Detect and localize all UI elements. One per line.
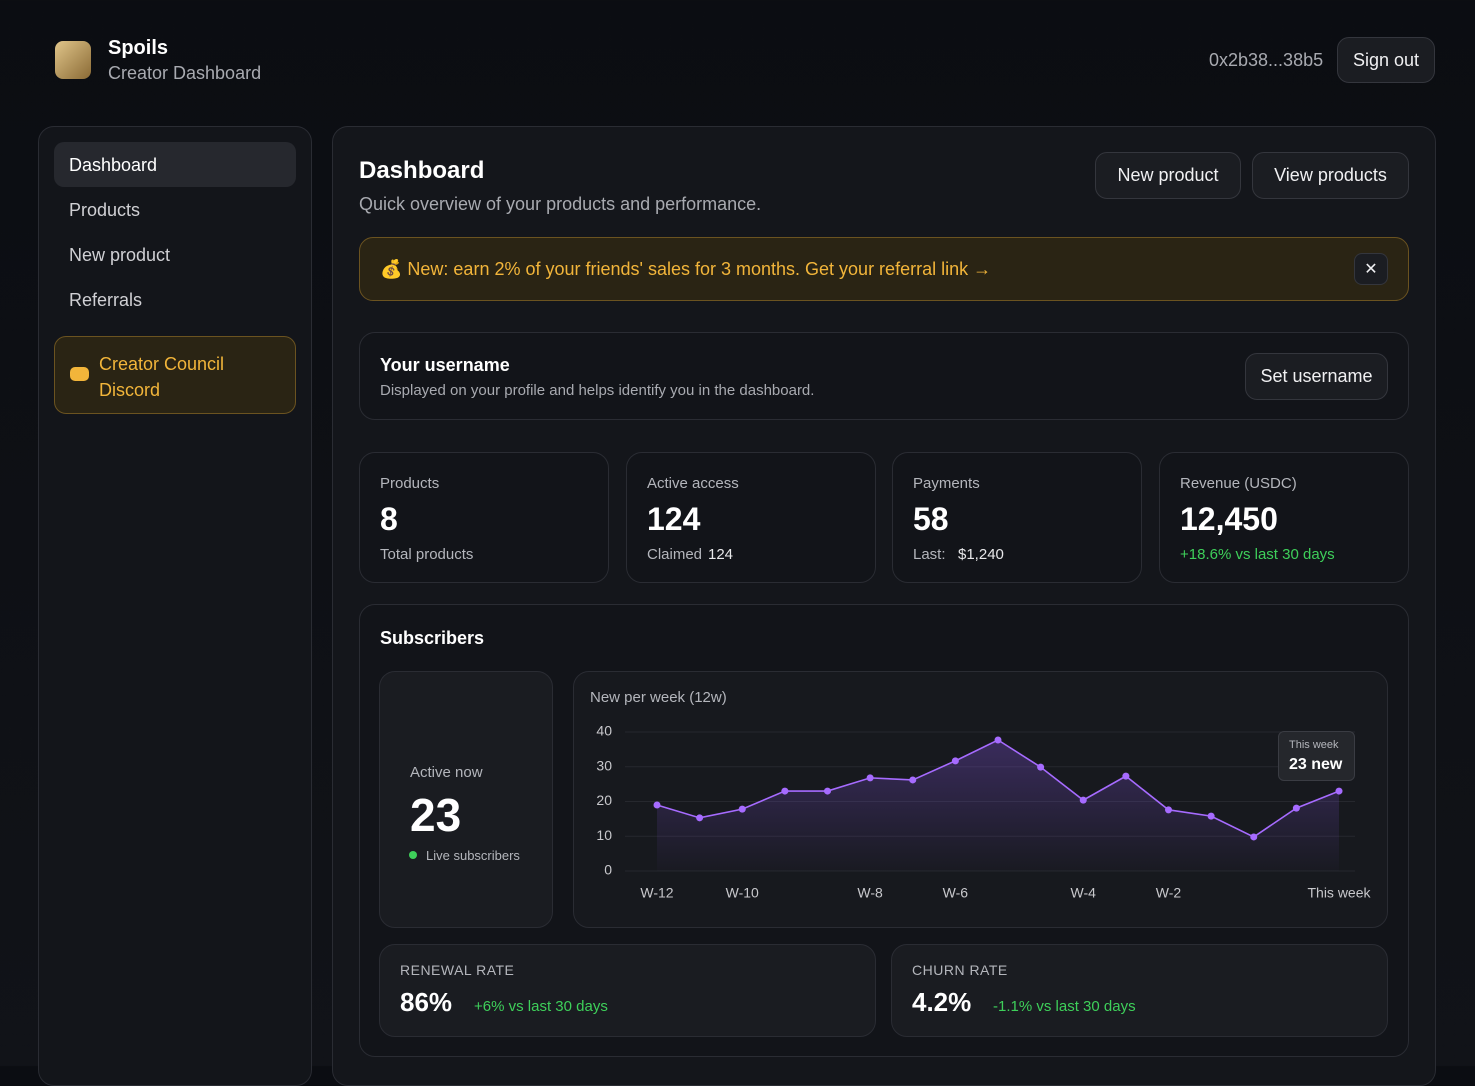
main-title: Dashboard — [359, 157, 485, 184]
nav-item[interactable]: Referrals — [69, 290, 143, 310]
x-tick-label: W-4 — [1071, 885, 1097, 901]
nav-active-bg — [54, 142, 296, 187]
point — [909, 776, 917, 784]
stat-note: +18.6% vs last 30 days — [1180, 546, 1335, 563]
chart: 0 10 20 30 40 W-12 W-10 W-8 W-6 W-4 W-2 This week — [596, 723, 1371, 901]
nav-item[interactable]: Dashboard — [69, 155, 158, 175]
stat-note: Total products — [380, 546, 474, 563]
brand-subtitle: Creator Dashboard — [108, 63, 262, 83]
stat-card — [1159, 452, 1409, 583]
tooltip-value: 23 new — [1289, 756, 1343, 773]
churn-label: CHURN RATE — [912, 962, 1008, 978]
stat-card — [626, 452, 876, 583]
username-title: Your username — [380, 355, 510, 375]
churn-card — [891, 944, 1388, 1037]
renewal-card — [379, 944, 876, 1037]
logo — [55, 41, 91, 79]
stat-value: 124 — [647, 501, 701, 537]
stat-note-strong: 124 — [708, 546, 734, 563]
stat-card — [892, 452, 1142, 583]
y-tick-label: 20 — [596, 792, 612, 808]
point — [994, 736, 1002, 744]
nav-item[interactable]: Products — [69, 200, 141, 220]
tooltip — [1278, 731, 1355, 781]
stat-value: 58 — [913, 501, 949, 537]
stat-note-strong: $1,240 — [958, 546, 1004, 563]
area — [657, 739, 1339, 871]
renewal-label: RENEWAL RATE — [400, 962, 515, 978]
x-tick-label: This week — [1307, 885, 1371, 901]
banner[interactable] — [359, 237, 1409, 301]
point — [1037, 763, 1045, 771]
churn-change: -1.1% vs last 30 days — [993, 998, 1136, 1015]
username-description: Displayed on your profile and helps iden… — [380, 382, 815, 399]
tooltip-label: This week — [1289, 739, 1339, 751]
stat-value: 8 — [380, 501, 398, 537]
nav-item[interactable]: New product — [69, 245, 171, 265]
banner-close[interactable]: ✕ — [1354, 253, 1388, 285]
stat-note: Claimed — [647, 546, 703, 563]
sidebar — [38, 126, 312, 1086]
point — [824, 787, 831, 795]
username-card — [359, 332, 1409, 420]
y-tick-label: 40 — [596, 723, 612, 739]
stat-note: Last: — [913, 546, 946, 563]
point — [738, 805, 746, 813]
stat-card — [359, 452, 609, 583]
point — [951, 757, 959, 765]
stat-label: Products — [380, 475, 440, 492]
point — [866, 774, 874, 782]
renewal-value: 86% — [400, 987, 453, 1017]
active-label: Active now — [410, 764, 483, 781]
active-card — [379, 671, 553, 928]
live-dot — [409, 851, 417, 859]
view-products-button[interactable]: View products — [1252, 152, 1409, 199]
sign-out[interactable]: Sign out — [1337, 37, 1435, 83]
main-subtitle: Quick overview of your products and perf… — [359, 194, 762, 214]
brand: Spoils — [108, 37, 169, 59]
renewal-change: +6% vs last 30 days — [474, 998, 608, 1015]
set-username-button[interactable]: Set username — [1245, 353, 1388, 400]
stat-value: 12,450 — [1180, 501, 1278, 537]
point — [1079, 796, 1087, 804]
point — [781, 787, 789, 795]
point — [1165, 806, 1172, 814]
point — [653, 801, 661, 809]
y-tick-label: 30 — [596, 757, 612, 773]
active-value: 23 — [410, 789, 462, 841]
point — [1292, 804, 1300, 812]
point — [696, 814, 704, 822]
x-tick-label: W-12 — [640, 885, 673, 901]
churn-value: 4.2% — [912, 987, 972, 1017]
x-tick-label: W-2 — [1156, 885, 1182, 901]
live-label: Live subscribers — [426, 848, 520, 863]
point — [1250, 833, 1258, 841]
wallet: 0x2b38...38b5 — [1209, 50, 1324, 70]
x-tick-label: W-8 — [857, 885, 883, 901]
y-tick-label: 0 — [604, 862, 612, 878]
y-tick-label: 10 — [596, 827, 612, 843]
discord-text: Creator Council Discord — [99, 354, 225, 400]
stat-label: Payments — [913, 475, 980, 492]
discord-link[interactable] — [54, 336, 296, 414]
banner-text[interactable]: 💰 New: earn 2% of your friends' sales fo… — [380, 259, 992, 279]
x-tick-label: W-10 — [726, 885, 759, 901]
point — [1207, 812, 1215, 820]
stat-label: Active access — [647, 475, 739, 492]
point — [1122, 772, 1130, 780]
point — [1335, 787, 1343, 795]
chart-title: New per week (12w) — [590, 689, 727, 706]
discord-icon — [70, 367, 89, 381]
subscribers-title: Subscribers — [380, 628, 485, 648]
x-tick-label: W-6 — [943, 885, 969, 901]
stat-label: Revenue (USDC) — [1180, 475, 1297, 492]
new-product-button[interactable]: New product — [1095, 152, 1241, 199]
